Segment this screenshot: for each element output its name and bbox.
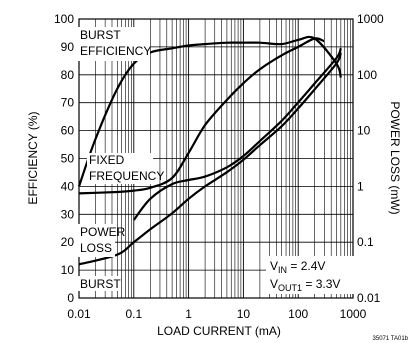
burst-annotation: BURST (80, 277, 121, 291)
burst-efficiency-label-bg (78, 27, 150, 61)
series-line-2 (78, 37, 325, 195)
vout-condition: VOUT1 = 3.3V (270, 277, 340, 293)
y-left-tick-label: 10 (61, 263, 75, 277)
y-left-tick-label: 20 (61, 235, 75, 249)
x-axis-label: LOAD CURRENT (mA) (157, 324, 281, 338)
fixed-frequency-annotation-line1: FIXED (89, 153, 125, 167)
y-right-tick-label: 10 (357, 124, 371, 138)
y-left-tick-label: 80 (61, 68, 75, 82)
grid (79, 19, 353, 298)
conditions-label-bg (266, 256, 358, 294)
fixed-frequency-label-bg (87, 153, 153, 184)
x-tick-label: 0.1 (125, 307, 142, 321)
x-tick-label: 100 (288, 307, 308, 321)
y-right-axis-label: POWER LOSS (mW) (388, 101, 402, 214)
power-loss-annotation-line2: LOSS (80, 241, 112, 255)
burst-label-bg (78, 276, 118, 291)
vin-condition: VIN = 2.4V (270, 259, 325, 275)
tick-labels: 0.01 0.1 1 10 100 100001020304050607080901000… (54, 12, 384, 321)
x-tick-label: 10 (237, 307, 251, 321)
fixed-frequency-annotation-line2: FREQUENCY (89, 169, 164, 183)
series-group (77, 35, 342, 266)
y-left-tick-label: 100 (54, 12, 74, 26)
y-right-tick-label: 1000 (357, 12, 384, 26)
y-left-tick-label: 60 (61, 124, 75, 138)
y-right-tick-label: 0.01 (357, 291, 381, 305)
figure-reference: 35071 TA01b (373, 336, 409, 342)
series-line-1 (77, 35, 342, 187)
power-loss-annotation-line1: POWER (80, 225, 126, 239)
power-loss-label-bg (78, 224, 115, 257)
y-right-tick-label: 100 (357, 68, 377, 82)
y-left-tick-label: 50 (61, 152, 75, 166)
plot-frame (78, 18, 354, 299)
y-right-tick-label: 1 (357, 179, 364, 193)
x-tick-label: 1 (185, 307, 192, 321)
y-left-tick-label: 0 (67, 291, 74, 305)
y-left-tick-label: 90 (61, 40, 75, 54)
plot-border (78, 18, 354, 299)
y-left-axis-label: EFFICIENCY (%) (26, 111, 40, 204)
x-tick-label: 0.01 (67, 307, 91, 321)
y-left-tick-label: 30 (61, 207, 75, 221)
x-tick-label: 1000 (340, 307, 367, 321)
burst-efficiency-annotation-line2: EFFICIENCY (80, 44, 151, 58)
y-left-tick-label: 40 (61, 179, 75, 193)
burst-efficiency-annotation-line1: BURST (80, 28, 121, 42)
series-line-4 (132, 47, 342, 221)
y-right-tick-label: 0.1 (357, 235, 374, 249)
series-line-3 (78, 52, 342, 266)
y-left-tick-label: 70 (61, 96, 75, 110)
